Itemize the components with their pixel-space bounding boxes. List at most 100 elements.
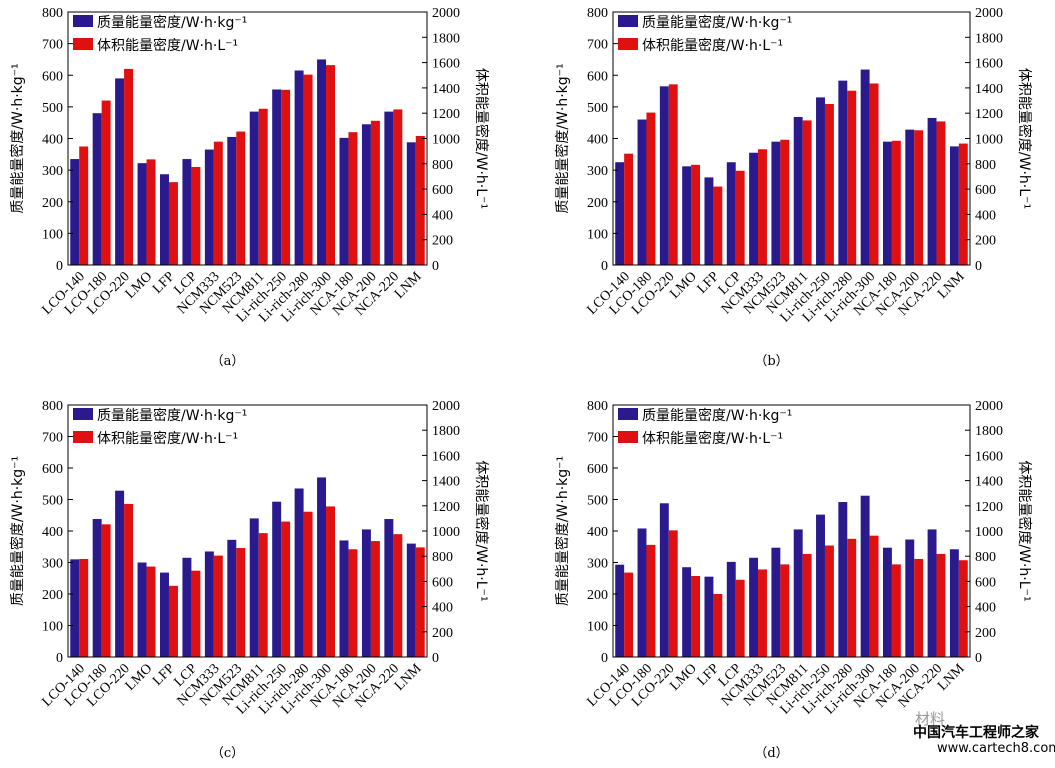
ytick-left-label: 0 xyxy=(56,651,63,666)
ytick-right-label: 800 xyxy=(975,158,996,173)
ytick-left-label: 800 xyxy=(587,6,608,21)
bar-volume xyxy=(191,570,201,657)
ytick-right-label: 0 xyxy=(975,651,982,666)
ylabel-left: 质量能量密度/W·h·kg⁻¹ xyxy=(9,456,26,606)
bar-volume xyxy=(236,548,246,657)
bar-volume xyxy=(370,120,380,265)
ytick-right-label: 0 xyxy=(432,651,439,666)
bar-mass xyxy=(384,111,394,266)
xtick-label: LNM xyxy=(935,661,968,694)
ytick-left-label: 400 xyxy=(42,133,63,148)
bar-mass xyxy=(115,78,125,265)
legend-label-mass: 质量能量密度/W·h·kg⁻¹ xyxy=(97,14,247,31)
bar-mass xyxy=(115,490,125,657)
bar-volume xyxy=(713,594,723,657)
bar-mass xyxy=(726,162,736,265)
bar-mass xyxy=(615,162,625,265)
bar-volume xyxy=(780,564,790,657)
bar-volume xyxy=(101,100,111,265)
bar-mass xyxy=(70,559,80,657)
bar-volume xyxy=(691,575,701,657)
bar-volume xyxy=(914,130,924,265)
bar-volume xyxy=(802,120,812,266)
ylabel-right: 体积能量密度/W·h·L⁻¹ xyxy=(473,460,490,601)
bar-mass xyxy=(860,69,870,266)
ytick-right-label: 1800 xyxy=(975,31,1003,46)
bar-mass xyxy=(659,86,669,265)
bar-volume xyxy=(668,84,678,265)
ytick-right-label: 1000 xyxy=(432,525,460,540)
legend-label-volume: 体积能量密度/W·h·L⁻¹ xyxy=(97,430,238,447)
bar-volume xyxy=(124,68,134,265)
ytick-left-label: 0 xyxy=(601,651,608,666)
bar-volume xyxy=(281,89,291,265)
ytick-left-label: 100 xyxy=(42,620,63,635)
bar-volume xyxy=(668,530,678,657)
ytick-left-label: 500 xyxy=(42,494,63,509)
panel-caption: （c） xyxy=(211,746,244,761)
bar-volume xyxy=(646,112,656,265)
bar-mass xyxy=(204,551,214,657)
bar-mass xyxy=(182,159,192,265)
bar-mass xyxy=(838,80,848,265)
bar-mass xyxy=(361,124,371,265)
bar-volume xyxy=(146,159,156,265)
bar-volume xyxy=(891,140,901,265)
panel-caption: （b） xyxy=(754,354,788,369)
ytick-right-label: 1200 xyxy=(975,500,1003,515)
ytick-right-label: 1600 xyxy=(975,449,1003,464)
legend-swatch-mass xyxy=(618,15,638,27)
bar-volume xyxy=(847,90,857,265)
ytick-right-label: 600 xyxy=(975,575,996,590)
ytick-right-label: 1400 xyxy=(975,475,1003,490)
ytick-right-label: 1400 xyxy=(432,82,460,97)
bar-mass xyxy=(882,547,892,657)
bar-mass xyxy=(92,519,102,657)
ytick-right-label: 2000 xyxy=(432,399,460,414)
ytick-right-label: 800 xyxy=(975,550,996,565)
bar-volume xyxy=(646,544,656,657)
ytick-left-label: 500 xyxy=(587,101,608,116)
chart-panel-d: 0 100 200 300 400 500 600 700 800 0 200 400 600 800 10… xyxy=(554,399,1033,761)
bar-mass xyxy=(204,149,214,265)
bar-mass xyxy=(637,119,647,266)
panel-caption: （d） xyxy=(754,746,788,761)
ylabel-right: 体积能量密度/W·h·L⁻¹ xyxy=(1016,460,1033,601)
bar-volume xyxy=(213,141,223,265)
ytick-left-label: 0 xyxy=(56,259,63,274)
bar-volume xyxy=(824,103,834,265)
xtick-label: LNM xyxy=(392,661,425,694)
ytick-right-label: 1600 xyxy=(432,449,460,464)
ytick-left-label: 300 xyxy=(587,557,608,572)
xtick-label: LFP xyxy=(150,661,178,689)
legend-label-mass: 质量能量密度/W·h·kg⁻¹ xyxy=(642,407,792,424)
ytick-right-label: 1600 xyxy=(432,57,460,72)
bar-volume xyxy=(326,65,336,265)
bar-mass xyxy=(317,59,327,265)
legend-label-volume: 体积能量密度/W·h·L⁻¹ xyxy=(642,430,783,447)
bar-volume xyxy=(914,558,924,657)
bar-mass xyxy=(793,529,803,657)
chart-panel-c: 0 100 200 300 400 500 600 700 800 0 200 400 600 800 10… xyxy=(9,399,490,761)
bar-mass xyxy=(249,518,259,657)
legend-swatch-volume xyxy=(73,431,93,443)
bar-mass xyxy=(182,557,192,657)
bar-volume xyxy=(624,153,634,265)
xtick-label: LFP xyxy=(695,661,723,689)
bar-mass xyxy=(317,477,327,657)
bar-volume xyxy=(326,506,336,657)
watermark-logo: 材料 xyxy=(915,710,946,728)
ytick-left-label: 200 xyxy=(587,588,608,603)
ytick-right-label: 800 xyxy=(432,550,453,565)
ytick-right-label: 0 xyxy=(432,259,439,274)
bar-volume xyxy=(958,560,968,657)
ytick-right-label: 1000 xyxy=(432,133,460,148)
bar-volume xyxy=(370,541,380,657)
bar-mass xyxy=(860,495,870,657)
bar-mass xyxy=(339,137,349,265)
legend-label-mass: 质量能量密度/W·h·kg⁻¹ xyxy=(642,14,792,31)
bar-volume xyxy=(79,558,89,657)
ytick-left-label: 700 xyxy=(587,431,608,446)
bar-mass xyxy=(339,540,349,657)
ylabel-right: 体积能量密度/W·h·L⁻¹ xyxy=(1016,68,1033,209)
